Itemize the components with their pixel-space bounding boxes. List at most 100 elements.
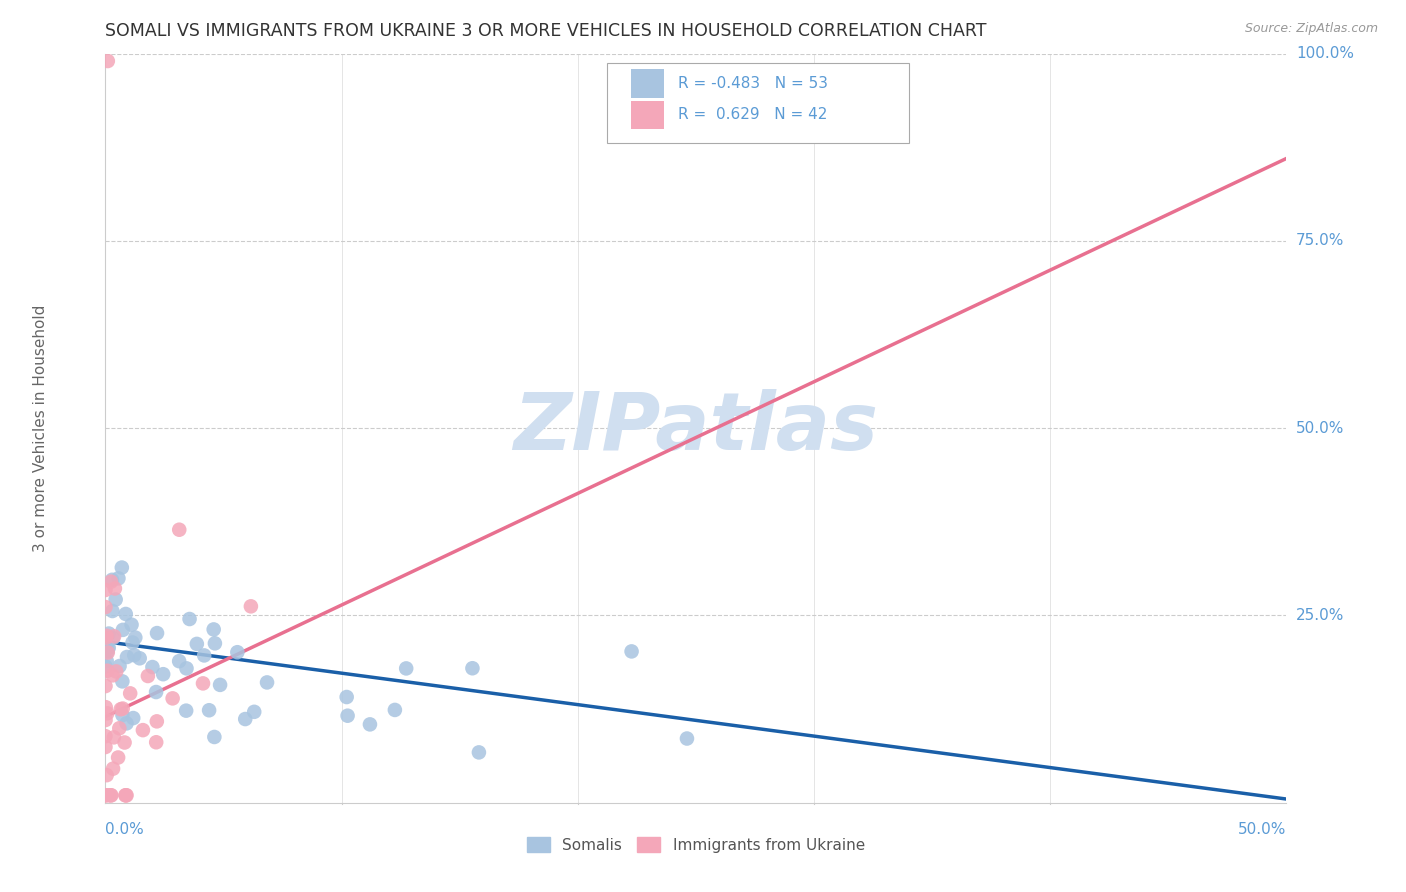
Point	[98, 789, 121, 803]
Text: R = -0.483   N = 53: R = -0.483 N = 53	[678, 76, 828, 91]
Point	[461, 661, 484, 675]
Point	[115, 650, 138, 665]
Point	[94, 739, 117, 754]
Point	[226, 645, 249, 659]
Point	[97, 646, 120, 660]
Point	[101, 604, 124, 618]
Point	[167, 654, 190, 668]
FancyBboxPatch shape	[607, 62, 908, 144]
Point	[94, 713, 117, 727]
Point	[108, 659, 131, 673]
Point	[107, 750, 129, 764]
FancyBboxPatch shape	[631, 101, 664, 129]
Text: SOMALI VS IMMIGRANTS FROM UKRAINE 3 OR MORE VEHICLES IN HOUSEHOLD CORRELATION CH: SOMALI VS IMMIGRANTS FROM UKRAINE 3 OR M…	[105, 22, 987, 40]
Point	[191, 676, 214, 690]
Point	[132, 723, 155, 738]
Point	[96, 664, 118, 678]
Point	[115, 789, 138, 803]
Point	[115, 789, 138, 803]
Point	[105, 665, 128, 679]
Point	[128, 651, 150, 665]
Text: 100.0%: 100.0%	[1296, 46, 1354, 61]
Point	[209, 678, 232, 692]
Point	[101, 573, 124, 587]
Point	[94, 789, 117, 803]
Point	[243, 705, 266, 719]
Point	[101, 668, 124, 682]
Point	[96, 644, 118, 658]
Point	[239, 599, 262, 614]
Point	[111, 560, 134, 574]
Point	[100, 789, 122, 803]
Point	[162, 691, 184, 706]
Point	[107, 571, 129, 585]
Point	[167, 523, 190, 537]
Point	[111, 623, 134, 637]
Point	[256, 675, 278, 690]
Point	[198, 703, 221, 717]
Point	[111, 701, 134, 715]
Point	[176, 661, 198, 675]
Text: 3 or more Vehicles in Household: 3 or more Vehicles in Household	[32, 304, 48, 552]
Point	[96, 768, 118, 782]
Point	[96, 706, 118, 721]
Point	[114, 735, 136, 749]
Point	[97, 626, 120, 640]
Point	[122, 711, 145, 725]
FancyBboxPatch shape	[631, 70, 664, 98]
Point	[97, 54, 120, 68]
Point	[146, 714, 169, 729]
Text: ZIPatlas: ZIPatlas	[513, 389, 879, 467]
Text: 50.0%: 50.0%	[1296, 421, 1344, 435]
Text: R =  0.629   N = 42: R = 0.629 N = 42	[678, 107, 828, 122]
Point	[384, 703, 406, 717]
Point	[145, 735, 167, 749]
Point	[103, 629, 125, 643]
Point	[202, 730, 225, 744]
Point	[336, 708, 359, 723]
Text: Source: ZipAtlas.com: Source: ZipAtlas.com	[1244, 22, 1378, 36]
Point	[104, 582, 127, 596]
Point	[121, 635, 143, 649]
Point	[124, 631, 146, 645]
Point	[114, 789, 136, 803]
Point	[186, 637, 208, 651]
Point	[96, 654, 118, 668]
Point	[141, 660, 163, 674]
Point	[146, 626, 169, 640]
Point	[97, 640, 120, 655]
Point	[94, 600, 117, 615]
Point	[94, 679, 117, 693]
Point	[179, 612, 201, 626]
Point	[94, 582, 117, 597]
Point	[120, 686, 142, 700]
Point	[100, 574, 122, 589]
Text: 0.0%: 0.0%	[105, 822, 145, 837]
Point	[94, 729, 117, 743]
Point	[94, 700, 117, 714]
Point	[468, 745, 491, 759]
Point	[101, 631, 124, 645]
Legend: Somalis, Immigrants from Ukraine: Somalis, Immigrants from Ukraine	[522, 830, 870, 859]
Point	[145, 685, 167, 699]
Point	[121, 617, 143, 632]
Point	[110, 702, 132, 716]
Point	[100, 789, 122, 803]
Point	[104, 592, 127, 607]
Point	[359, 717, 381, 731]
Point	[115, 716, 138, 731]
Point	[152, 667, 174, 681]
Point	[136, 669, 159, 683]
Point	[676, 731, 699, 746]
Point	[202, 623, 225, 637]
Point	[103, 731, 125, 745]
Point	[94, 631, 117, 645]
Point	[204, 636, 226, 650]
Point	[111, 674, 134, 689]
Point	[96, 629, 118, 643]
Point	[122, 648, 145, 663]
Point	[94, 789, 117, 803]
Point	[101, 762, 124, 776]
Point	[620, 644, 643, 658]
Point	[233, 712, 256, 726]
